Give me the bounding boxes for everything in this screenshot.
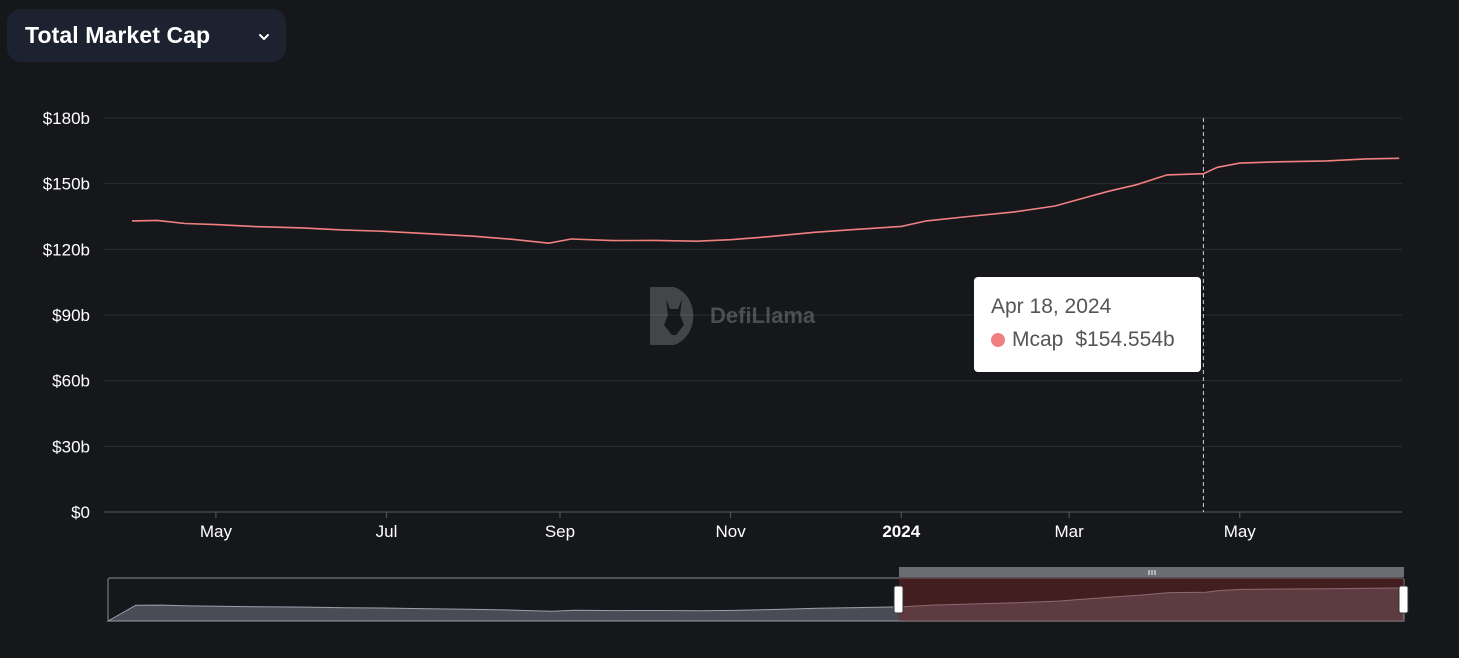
- y-tick-label: $0: [71, 503, 90, 522]
- chevron-down-icon: [259, 34, 269, 40]
- series-color-dot: [991, 333, 1005, 347]
- x-tick-label: 2024: [882, 522, 920, 541]
- y-tick-label: $90b: [52, 306, 90, 325]
- navigator-handle-right[interactable]: [1398, 585, 1409, 614]
- y-tick-label: $150b: [43, 175, 90, 194]
- x-tick-label: Sep: [545, 522, 575, 541]
- x-axis: May Jul Sep Nov 2024 Mar May: [200, 512, 1256, 541]
- y-axis: $0 $30b $60b $90b $120b $150b $180b: [43, 109, 90, 522]
- tooltip: Apr 18, 2024 Mcap $154.554b: [974, 277, 1201, 372]
- x-tick-label: May: [1224, 522, 1257, 541]
- y-tick-label: $120b: [43, 240, 90, 259]
- y-tick-label: $60b: [52, 372, 90, 391]
- mcap-series-line: [131, 157, 1400, 245]
- navigator-handle-left[interactable]: [893, 585, 904, 614]
- watermark: DefiLlama: [648, 285, 815, 347]
- metric-selector[interactable]: Total Market Cap: [7, 9, 286, 62]
- tooltip-value: $154.554b: [1075, 328, 1175, 351]
- x-tick-label: Mar: [1054, 522, 1084, 541]
- x-tick-label: Nov: [716, 522, 747, 541]
- tooltip-series-name: Mcap: [1012, 328, 1064, 351]
- y-tick-label: $180b: [43, 109, 90, 128]
- watermark-text: DefiLlama: [710, 303, 816, 328]
- grid-lines: [104, 117, 1402, 513]
- x-tick-label: Jul: [376, 522, 398, 541]
- tooltip-row: Mcap $154.554b: [991, 328, 1201, 352]
- navigator-selection[interactable]: [899, 578, 1404, 621]
- y-tick-label: $30b: [52, 437, 90, 456]
- x-tick-label: May: [200, 522, 233, 541]
- metric-selector-label: Total Market Cap: [25, 22, 211, 48]
- overview-navigator[interactable]: [106, 567, 1409, 622]
- tooltip-date: Apr 18, 2024: [991, 295, 1112, 318]
- defillama-logo-icon: [650, 287, 694, 345]
- navigator-area: [106, 587, 1405, 622]
